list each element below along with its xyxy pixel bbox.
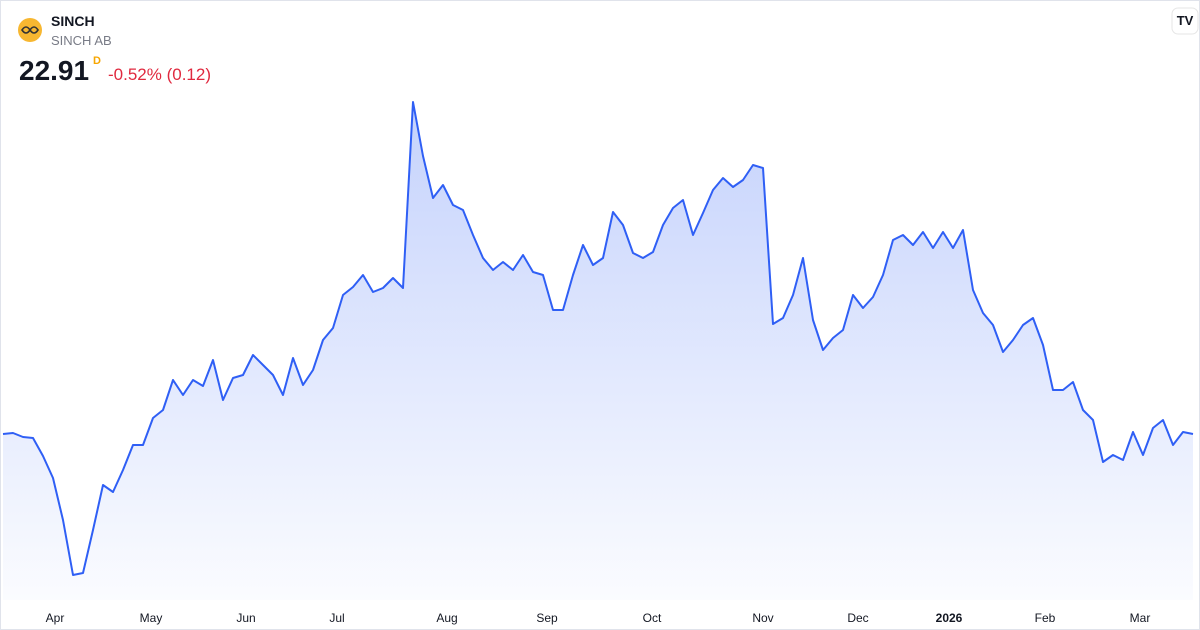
change: -0.52% (0.12) bbox=[108, 65, 211, 84]
x-tick-label: Oct bbox=[643, 611, 662, 625]
x-tick-label: Jun bbox=[236, 611, 255, 625]
plot: Apr May Jun Jul Aug Sep Oct Nov Dec 2026 Feb Mar bbox=[2, 101, 1194, 625]
tv-logo-text[interactable]: TV bbox=[1177, 13, 1194, 28]
interval: D bbox=[93, 55, 101, 67]
tv-logo[interactable] bbox=[1171, 7, 1199, 35]
area-fill bbox=[3, 102, 1193, 600]
x-tick-label: Dec bbox=[847, 611, 868, 625]
symbol: SINCH bbox=[51, 13, 95, 29]
x-tick-label: May bbox=[140, 611, 163, 625]
x-tick-label: Jul bbox=[329, 611, 344, 625]
x-tick-label: Sep bbox=[536, 611, 558, 625]
x-tick-label: Mar bbox=[1130, 611, 1151, 625]
x-tick-label: Feb bbox=[1035, 611, 1056, 625]
x-tick-label: 2026 bbox=[936, 611, 963, 625]
company-name: SINCH AB bbox=[51, 33, 112, 48]
x-tick-label: Nov bbox=[752, 611, 773, 625]
x-tick-label: Apr bbox=[46, 611, 65, 625]
price: 22.91 bbox=[19, 55, 90, 86]
logo-mark bbox=[21, 26, 39, 34]
x-tick-label: Aug bbox=[436, 611, 457, 625]
price-line bbox=[2, 101, 1194, 576]
